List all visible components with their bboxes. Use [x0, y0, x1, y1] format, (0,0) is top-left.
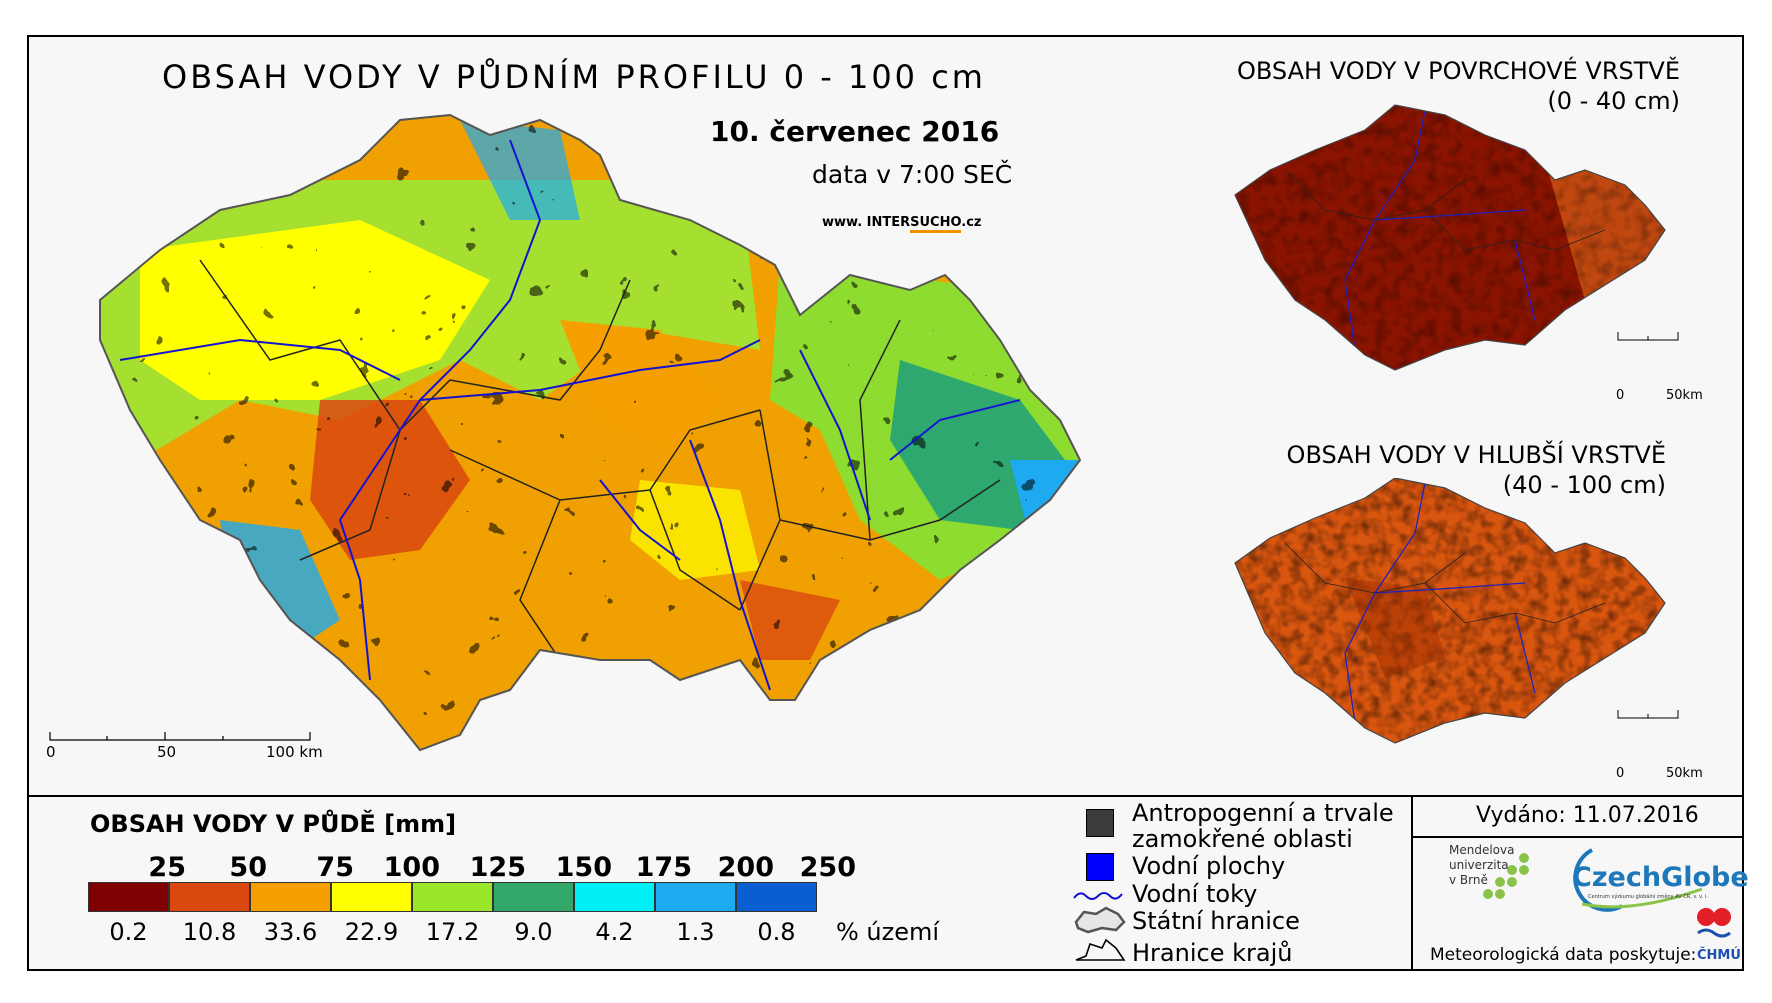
czechglobe-subtitle: Centrum výzkumu globální změny AV ČR, v.… — [1588, 894, 1708, 900]
percent-3: 33.6 — [263, 918, 318, 946]
swatch-7 — [574, 882, 655, 912]
czechglobe-logo-icon — [1573, 848, 1703, 912]
swatch-2 — [169, 882, 250, 912]
legend-divider — [27, 795, 1744, 797]
surface-scale-0: 0 — [1616, 388, 1625, 403]
anthropogenic-label: Antropogenní a trvale zamokřené oblasti — [1132, 799, 1394, 853]
threshold-200: 200 — [717, 852, 774, 883]
czechglobe-logo-text: CzechGlobe — [1572, 862, 1749, 893]
main-map-time: data v 7:00 SEČ — [812, 160, 1013, 189]
percent-7: 4.2 — [595, 918, 634, 946]
swatch-3 — [250, 882, 331, 912]
main-map-date: 10. červenec 2016 — [710, 115, 1000, 148]
chmu-logo-text: ČHMÚ — [1697, 948, 1741, 963]
deep-scale-50: 50km — [1666, 766, 1703, 781]
issued-date: Vydáno: 11.07.2016 — [1476, 803, 1699, 828]
main-scale-bar — [49, 732, 311, 741]
threshold-150: 150 — [555, 852, 612, 883]
percent-unit: % území — [836, 918, 940, 946]
percent-1: 0.2 — [109, 918, 148, 946]
threshold-175: 175 — [635, 852, 692, 883]
percent-8: 1.3 — [676, 918, 715, 946]
percent-6: 9.0 — [514, 918, 553, 946]
percent-4: 22.9 — [344, 918, 399, 946]
swatch-8 — [655, 882, 736, 912]
surface-scale-50: 50km — [1666, 388, 1703, 403]
mendel-logo-icon — [1483, 853, 1529, 899]
main-scale-50: 50 — [157, 743, 177, 761]
main-map — [99, 113, 1082, 752]
footer-divider-horizontal — [1411, 836, 1744, 838]
threshold-75: 75 — [316, 852, 354, 883]
deep-map-title: OBSAH VODY V HLUBŠÍ VRSTVĚ (40 - 100 cm) — [1286, 441, 1666, 499]
deep-scale-0: 0 — [1616, 766, 1625, 781]
region-border-icon — [1075, 938, 1126, 961]
legend-title: OBSAH VODY V PŮDĚ [mm] — [90, 810, 457, 838]
threshold-50: 50 — [229, 852, 267, 883]
percent-9: 0.8 — [757, 918, 796, 946]
state-border-label: Státní hranice — [1132, 907, 1300, 935]
surface-map — [1234, 104, 1679, 371]
website-link[interactable]: www. INTERSUCHO.cz — [822, 215, 981, 233]
percent-2: 10.8 — [182, 918, 237, 946]
threshold-125: 125 — [469, 852, 526, 883]
surface-map-title: OBSAH VODY V POVRCHOVÉ VRSTVĚ (0 - 40 cm… — [1237, 57, 1680, 115]
state-border-icon — [1074, 906, 1126, 934]
main-scale-0: 0 — [46, 743, 56, 761]
main-map-title: OBSAH VODY V PŮDNÍM PROFILU 0 - 100 cm — [162, 58, 986, 96]
mendel-logo-text: Mendelova univerzita v Brně — [1449, 843, 1515, 887]
swatch-9 — [736, 882, 817, 912]
anthropogenic-swatch — [1086, 809, 1114, 837]
region-border-label: Hranice krajů — [1132, 939, 1293, 967]
threshold-100: 100 — [383, 852, 440, 883]
swatch-5 — [412, 882, 493, 912]
main-scale-100: 100 km — [266, 743, 323, 761]
water-bodies-swatch — [1086, 853, 1114, 881]
threshold-250: 250 — [799, 852, 856, 883]
chmu-logo-icon — [1697, 908, 1731, 938]
deep-map — [1234, 478, 1679, 744]
meteo-credit: Meteorologická data poskytuje: — [1430, 945, 1697, 965]
swatch-1 — [88, 882, 169, 912]
percent-5: 17.2 — [425, 918, 480, 946]
rivers-label: Vodní toky — [1132, 880, 1258, 908]
river-icon — [1073, 892, 1123, 900]
swatch-6 — [493, 882, 574, 912]
water-bodies-label: Vodní plochy — [1132, 852, 1286, 880]
threshold-25: 25 — [148, 852, 186, 883]
footer-divider-vertical — [1411, 795, 1413, 971]
swatch-4 — [331, 882, 412, 912]
